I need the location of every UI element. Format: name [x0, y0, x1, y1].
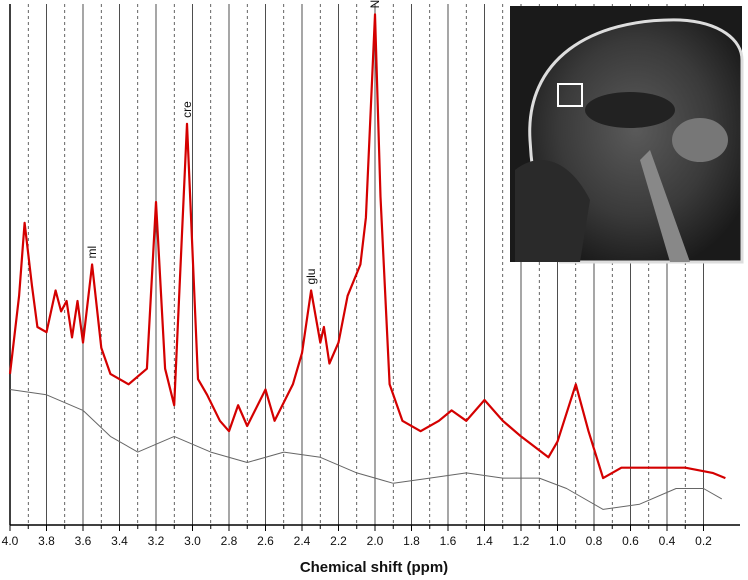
x-tick-label: 1.6 — [440, 534, 457, 548]
mri-inset — [510, 6, 744, 264]
x-tick-label: 1.4 — [476, 534, 493, 548]
x-tick-label: 1.8 — [403, 534, 420, 548]
peak-label: ml — [85, 246, 99, 259]
x-tick-label: 2.2 — [330, 534, 347, 548]
x-tick-label: 2.0 — [367, 534, 384, 548]
x-tick-label: 4.0 — [2, 534, 19, 548]
x-tick-label: 0.6 — [622, 534, 639, 548]
x-tick-label: 3.6 — [75, 534, 92, 548]
x-tick-label: 3.4 — [111, 534, 128, 548]
x-tick-label: 3.2 — [148, 534, 165, 548]
x-tick-label: 0.8 — [586, 534, 603, 548]
x-tick-label: 1.2 — [513, 534, 530, 548]
spectrum-line — [8, 13, 726, 480]
x-tick-label: 2.8 — [221, 534, 238, 548]
x-tick-label: 3.8 — [38, 534, 55, 548]
peak-label: cre — [180, 101, 194, 118]
spectrum-line — [9, 389, 723, 510]
x-tick-label: 2.4 — [294, 534, 311, 548]
x-tick-label: 0.4 — [659, 534, 676, 548]
x-tick-label: 0.2 — [695, 534, 712, 548]
x-axis-label: Chemical shift (ppm) — [300, 559, 448, 576]
x-tick-label: 3.0 — [184, 534, 201, 548]
peak-label: NAA — [368, 0, 382, 8]
x-tick-label: 1.0 — [549, 534, 566, 548]
peak-label: glu — [304, 269, 318, 285]
x-tick-label: 2.6 — [257, 534, 274, 548]
